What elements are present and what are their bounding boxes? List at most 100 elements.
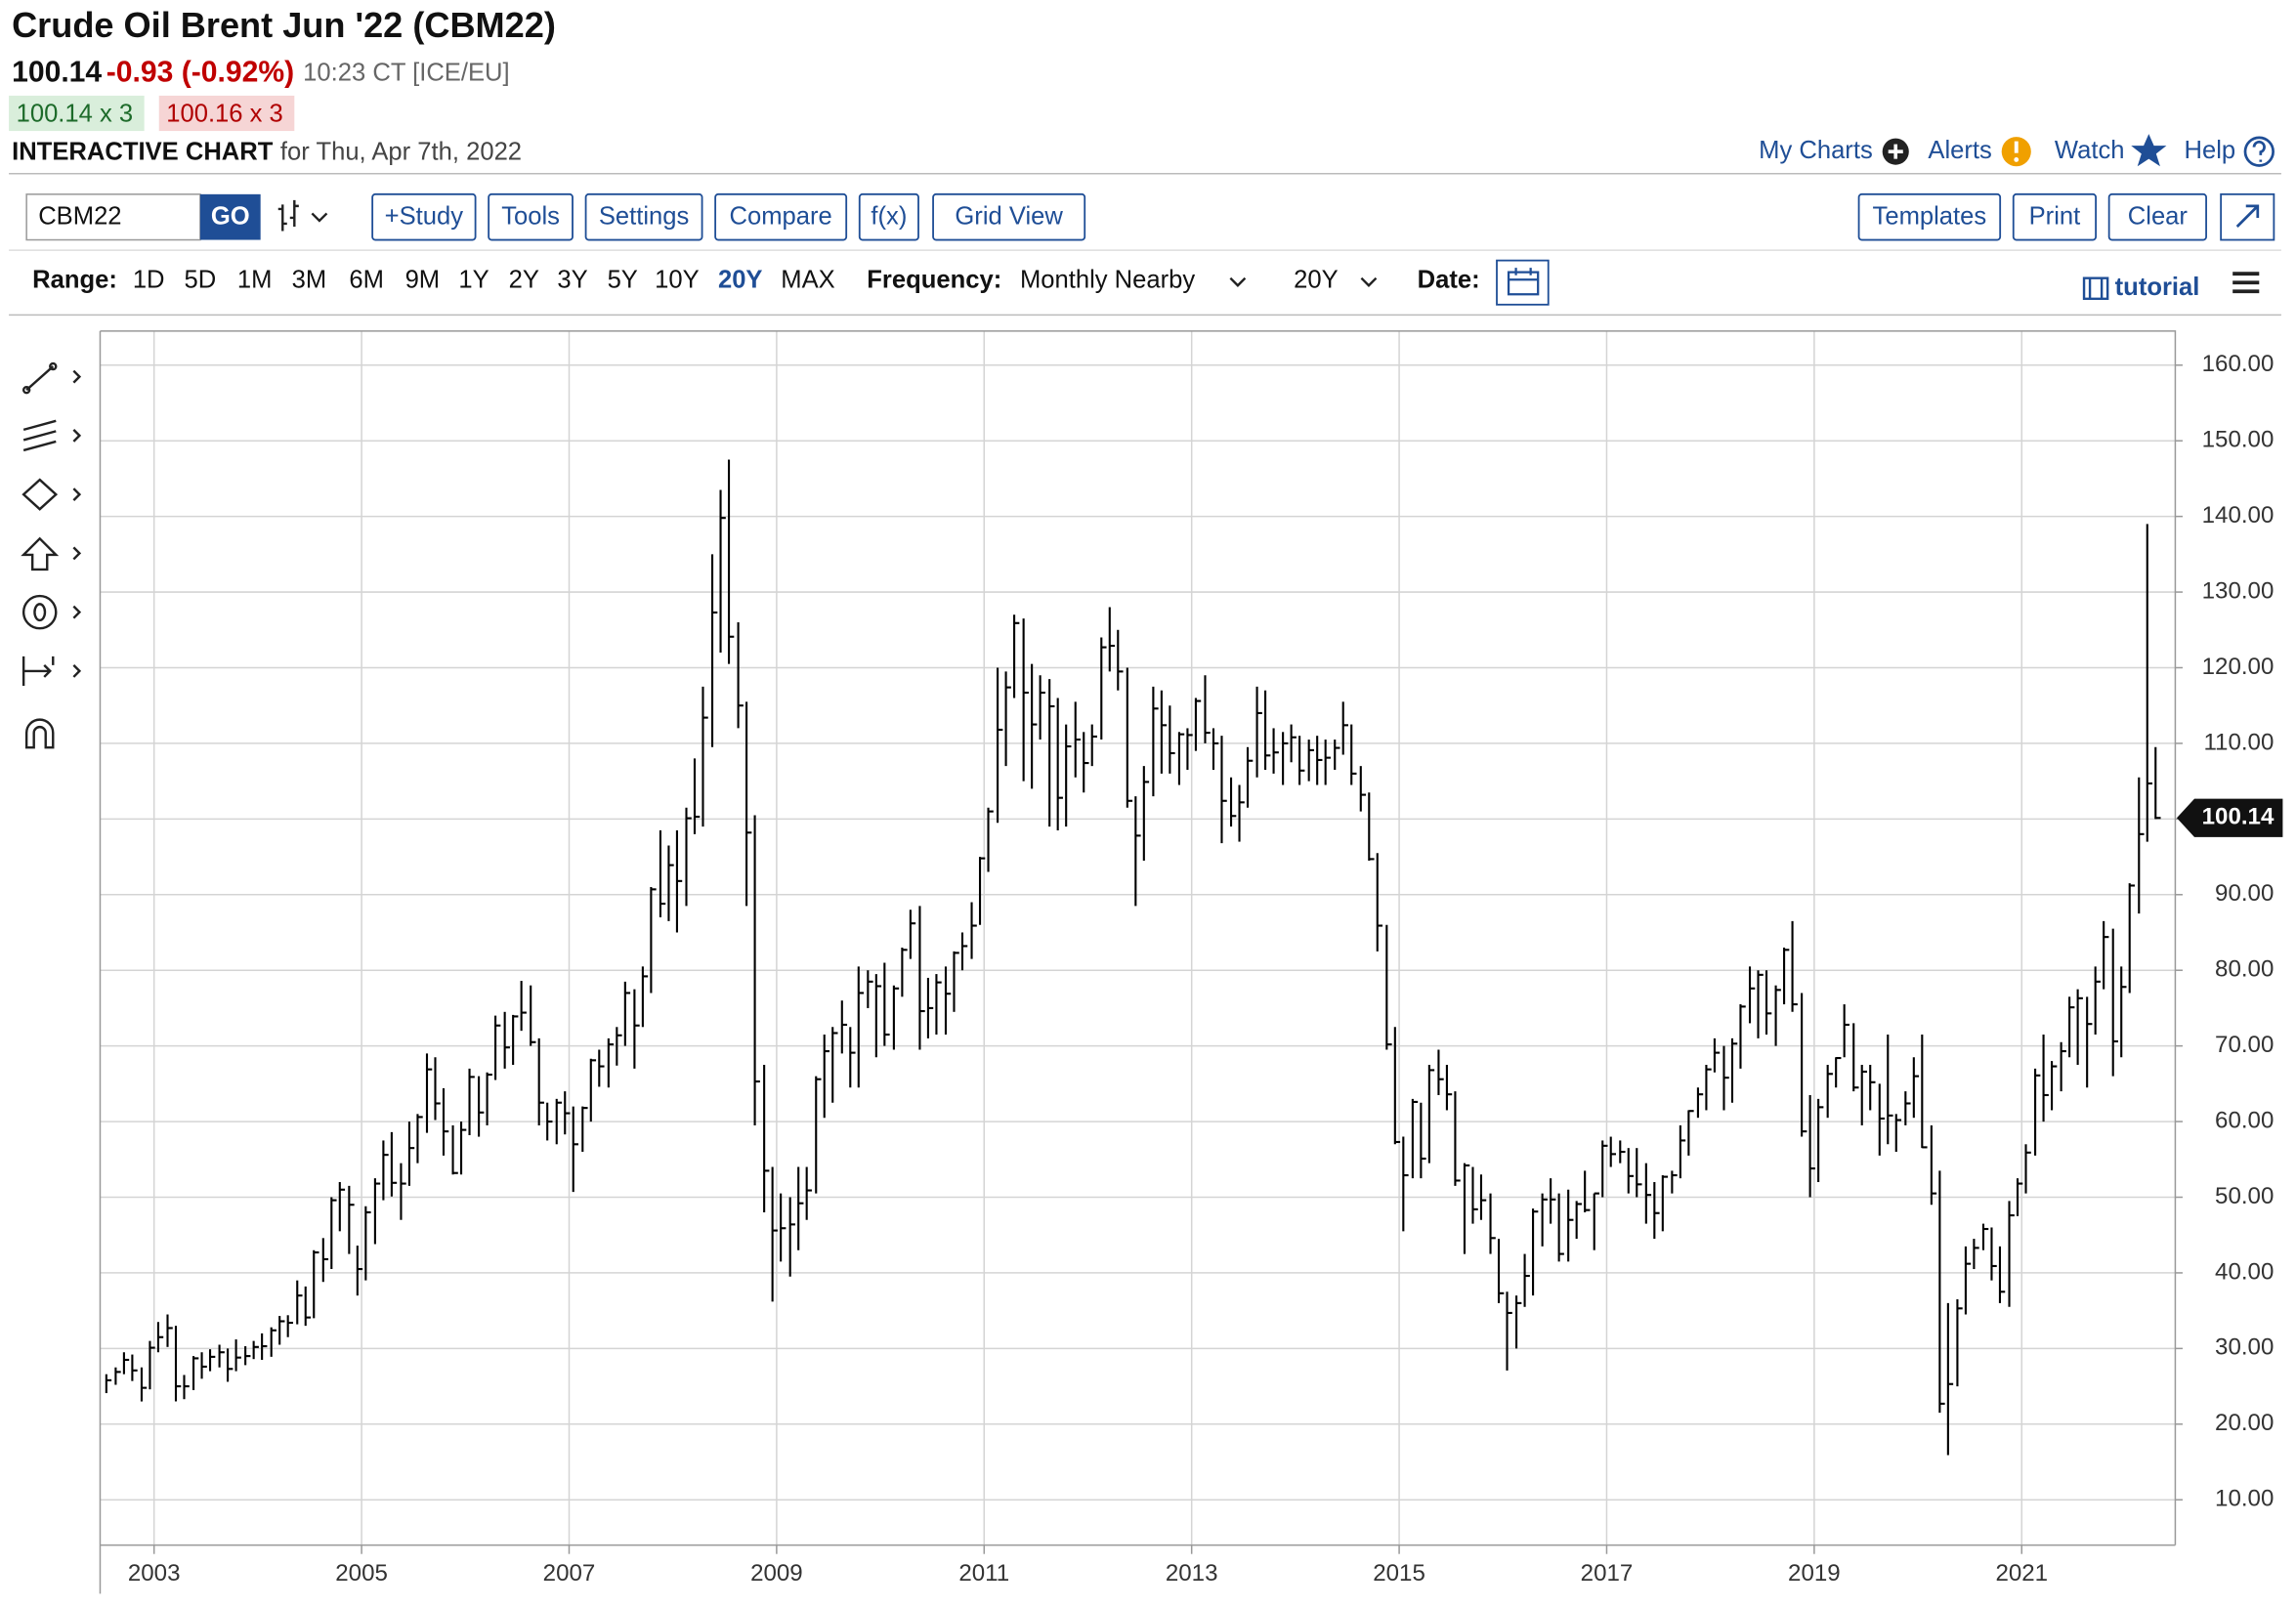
chevron [1229,276,1247,287]
y-tick-label: 110.00 [2203,729,2274,755]
range-option[interactable]: 6M [349,266,384,293]
range-option[interactable]: 1D [133,266,165,293]
range-option[interactable]: 2Y [509,266,539,293]
icon [2235,204,2260,228]
link[interactable]: Watch [2055,137,2125,164]
link[interactable]: Help [2184,137,2235,164]
frequency[interactable]: Monthly Nearby [1020,266,1195,293]
tool-text[interactable] [21,594,58,630]
range-label: Range: [32,266,117,293]
plot: 10.00 20.00 30.00 40.00 50.00 60.00 70.00 80.00… [99,330,2283,1594]
calendar-button[interactable] [1496,259,1550,306]
range-option[interactable]: 10Y [655,266,700,293]
y-tick-label: 10.00 [2215,1486,2274,1512]
button[interactable] [1857,192,2002,241]
icon [21,385,31,395]
range-option[interactable]: 3Y [557,266,587,293]
menu-icon[interactable] [2232,272,2260,294]
y-tick-label: 150.00 [2202,427,2275,453]
y-tick-label: 80.00 [2215,956,2274,983]
go-button[interactable] [199,193,261,240]
x-tick-label: 2009 [750,1560,803,1587]
y-tick-label: 140.00 [2202,502,2275,529]
button-label: Grid View [955,203,1063,231]
range-option[interactable]: 5Y [608,266,638,293]
range-option[interactable]: 1M [237,266,273,293]
y-tick-label: 50.00 [2215,1183,2274,1209]
y-tick-label: 20.00 [2215,1410,2274,1436]
tool-fib[interactable] [22,419,57,452]
y-tick-label: 30.00 [2215,1334,2274,1361]
quote-line: 100.14 -0.93 (-0.92%) 10:23 CT [ICE/EU] [12,56,510,88]
icon [1507,268,1540,296]
drawing-tools [21,361,82,749]
icon [2252,140,2266,162]
y-tick-label: 90.00 [2215,880,2274,907]
range-option[interactable]: 20Y [718,266,763,293]
button-label: Templates [1873,203,1987,231]
period[interactable]: 20Y [1294,266,1339,293]
frequency-label: Frequency: [867,266,1001,293]
x-tick-label: 2011 [958,1560,1009,1587]
range-option[interactable]: 9M [405,266,441,293]
bid-box [9,95,145,132]
quote-time: 10:23 CT [ICE/EU] [303,59,509,86]
tool-line[interactable] [25,365,55,392]
button-label: Settings [599,203,689,231]
x-tick-label: 2017 [1581,1560,1634,1587]
range-option[interactable]: MAX [781,266,834,293]
chevrons [72,369,82,678]
button[interactable] [584,192,703,241]
icon [1888,144,1903,159]
button[interactable] [714,192,848,241]
y-tick-label: 70.00 [2215,1032,2274,1058]
icon [33,603,47,622]
plot-frame [99,330,2177,1594]
icon [2131,134,2167,167]
y-tick-label: 130.00 [2202,577,2275,604]
link[interactable]: My Charts [1759,137,1873,164]
y-tick-label: 120.00 [2202,654,2275,680]
tool-shape[interactable] [21,478,59,511]
range-option[interactable]: 5D [185,266,217,293]
range-option[interactable]: 1Y [458,266,489,293]
title: Crude Oil Brent Jun '22 (CBM22) [12,5,556,45]
chevron [1360,276,1378,287]
icon [2014,157,2020,162]
tool-magnet[interactable] [24,718,55,749]
tool-measure[interactable] [21,656,55,686]
bid: 100.14 x 3 [17,100,134,127]
range-option[interactable]: 3M [292,266,327,293]
button-label: Compare [730,203,832,231]
link[interactable]: Alerts [1928,137,1991,164]
button[interactable] [371,192,477,241]
chart-type-icon[interactable] [277,199,328,232]
last-price-label: 100.14 [2202,804,2275,830]
y-tick-label: 40.00 [2215,1258,2274,1285]
x-tick-label: 2003 [128,1560,181,1587]
last-price-flag [2176,798,2283,837]
button-label: +Study [385,203,464,231]
x-tick-label: 2005 [335,1560,388,1587]
chart-date: for Thu, Apr 7th, 2022 [280,138,522,165]
go: GO [211,203,250,231]
x-tick-label: 2015 [1373,1560,1425,1587]
button-label: Clear [2128,203,2189,231]
button-label: f(x) [871,203,907,231]
tutorial[interactable]: tutorial [2115,274,2200,301]
icon [2082,276,2109,300]
chart-heading: INTERACTIVE CHART for Thu, Apr 7th, 2022 [12,138,522,165]
chart-label: INTERACTIVE CHART [12,138,274,165]
last-price: 100.14 [12,56,102,88]
tool-arrow[interactable] [21,536,60,571]
button[interactable] [2012,192,2097,241]
date-label: Date: [1418,266,1480,293]
button[interactable] [488,192,574,241]
x-tick-label: 2007 [543,1560,596,1587]
button[interactable] [2107,192,2207,241]
button[interactable] [858,192,919,241]
y-tick-label: 160.00 [2202,351,2275,377]
x-tick-label: 2021 [1995,1560,2048,1587]
button[interactable] [932,192,1086,241]
